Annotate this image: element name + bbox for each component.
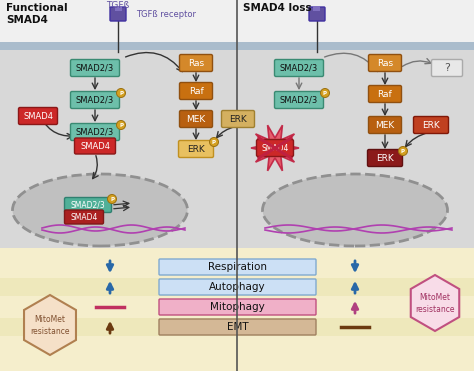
Text: SMAD4: SMAD4 <box>261 144 289 152</box>
FancyBboxPatch shape <box>71 92 119 108</box>
FancyBboxPatch shape <box>71 59 119 76</box>
Bar <box>0 278 474 296</box>
FancyBboxPatch shape <box>274 92 323 108</box>
FancyBboxPatch shape <box>413 116 448 134</box>
Text: Raf: Raf <box>378 89 392 98</box>
FancyBboxPatch shape <box>309 7 325 21</box>
FancyBboxPatch shape <box>74 138 116 154</box>
Text: EMT: EMT <box>227 322 248 332</box>
FancyBboxPatch shape <box>64 210 103 224</box>
Text: P: P <box>110 197 114 201</box>
FancyBboxPatch shape <box>115 6 121 11</box>
Bar <box>0 248 474 371</box>
Text: MitoMet: MitoMet <box>419 293 450 302</box>
FancyBboxPatch shape <box>159 279 316 295</box>
Text: SMAD2/3: SMAD2/3 <box>280 63 318 72</box>
Circle shape <box>117 121 126 129</box>
Text: ERK: ERK <box>187 144 205 154</box>
Circle shape <box>210 138 219 147</box>
FancyBboxPatch shape <box>110 7 126 21</box>
Ellipse shape <box>263 174 447 246</box>
Text: Functional
SMAD4: Functional SMAD4 <box>6 3 68 24</box>
FancyBboxPatch shape <box>159 259 316 275</box>
FancyBboxPatch shape <box>18 108 57 125</box>
FancyBboxPatch shape <box>159 319 316 335</box>
Circle shape <box>108 194 117 204</box>
FancyBboxPatch shape <box>64 197 111 213</box>
Text: resistance: resistance <box>30 328 70 336</box>
FancyBboxPatch shape <box>368 55 401 72</box>
FancyBboxPatch shape <box>71 124 119 141</box>
Bar <box>0 42 474 50</box>
Text: SMAD2/3: SMAD2/3 <box>76 95 114 105</box>
Text: ERK: ERK <box>376 154 394 162</box>
Text: SMAD4: SMAD4 <box>70 213 98 221</box>
Text: MEK: MEK <box>375 121 395 129</box>
FancyBboxPatch shape <box>367 150 402 167</box>
FancyBboxPatch shape <box>180 111 212 128</box>
Text: P: P <box>119 122 123 128</box>
Text: P: P <box>212 139 216 144</box>
Circle shape <box>399 147 408 155</box>
FancyBboxPatch shape <box>368 85 401 102</box>
Text: Autophagy: Autophagy <box>209 282 266 292</box>
FancyBboxPatch shape <box>431 59 463 76</box>
Bar <box>0 258 474 276</box>
FancyBboxPatch shape <box>368 116 401 134</box>
FancyBboxPatch shape <box>256 139 293 157</box>
FancyBboxPatch shape <box>221 111 255 128</box>
Text: SMAD4: SMAD4 <box>80 141 110 151</box>
Ellipse shape <box>12 174 188 246</box>
Text: Ras: Ras <box>188 59 204 68</box>
FancyBboxPatch shape <box>180 55 212 72</box>
FancyBboxPatch shape <box>159 299 316 315</box>
Text: TGFß: TGFß <box>106 1 129 10</box>
Text: Mitophagy: Mitophagy <box>210 302 265 312</box>
Bar <box>0 298 474 316</box>
Text: ERK: ERK <box>422 121 440 129</box>
Text: resistance: resistance <box>415 305 455 315</box>
Text: ERK: ERK <box>229 115 247 124</box>
Text: P: P <box>119 91 123 95</box>
Bar <box>0 50 474 248</box>
Text: TGFß receptor: TGFß receptor <box>136 10 196 19</box>
Text: SMAD2/3: SMAD2/3 <box>76 128 114 137</box>
Text: SMAD4 loss: SMAD4 loss <box>243 3 311 13</box>
Text: SMAD2/3: SMAD2/3 <box>71 200 105 210</box>
Polygon shape <box>251 125 299 171</box>
FancyBboxPatch shape <box>180 82 212 99</box>
Circle shape <box>117 89 126 98</box>
Text: MitoMet: MitoMet <box>35 315 65 325</box>
Text: P: P <box>323 91 327 95</box>
Bar <box>0 318 474 336</box>
Text: Respiration: Respiration <box>208 262 267 272</box>
Text: SMAD4: SMAD4 <box>23 112 53 121</box>
Text: P: P <box>401 148 405 154</box>
Text: SMAD2/3: SMAD2/3 <box>76 63 114 72</box>
Text: MEK: MEK <box>186 115 206 124</box>
FancyBboxPatch shape <box>179 141 213 158</box>
FancyBboxPatch shape <box>274 59 323 76</box>
Text: Raf: Raf <box>189 86 203 95</box>
Text: ?: ? <box>444 63 450 73</box>
Circle shape <box>320 89 329 98</box>
FancyBboxPatch shape <box>313 6 320 11</box>
Text: Ras: Ras <box>377 59 393 68</box>
Text: SMAD2/3: SMAD2/3 <box>280 95 318 105</box>
